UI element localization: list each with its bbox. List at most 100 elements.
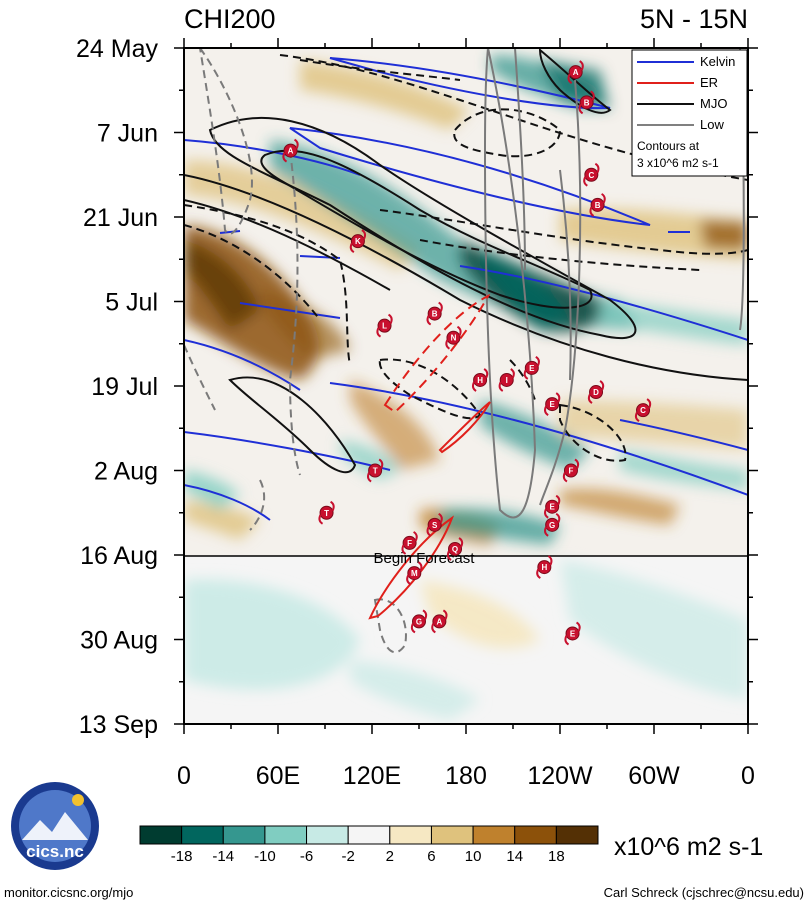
- x-tick-label: 120E: [343, 762, 401, 790]
- mjo-solid-contours: [184, 48, 748, 474]
- storm-swirl-icon: [498, 381, 504, 392]
- storm-swirl-icon: [535, 356, 540, 367]
- colorbar-tick-label: -6: [300, 848, 313, 865]
- storm-swirl-icon: [329, 500, 335, 512]
- forecast-green: [184, 579, 360, 690]
- colorbar-tick-label: -14: [212, 848, 234, 865]
- storm-icon: [537, 560, 552, 575]
- storm-swirl-icon: [575, 621, 581, 632]
- storm-swirl-icon: [634, 411, 640, 423]
- storm-swirl-icon: [483, 368, 489, 379]
- storm-swirl-icon: [438, 512, 443, 524]
- kelvin-contour: [329, 57, 611, 110]
- legend-label: Low: [700, 117, 724, 132]
- forecast-tan: [420, 580, 540, 649]
- storm-icon: [563, 463, 578, 478]
- logo-text: cics.nc: [26, 842, 84, 861]
- storm-swirl-icon: [471, 381, 477, 392]
- mjo-contour: [184, 199, 391, 291]
- storm-swirl-icon: [426, 315, 432, 326]
- colorbar-units: x10^6 m2 s-1: [614, 833, 763, 861]
- mjo-contour: [184, 204, 351, 366]
- cicsnc-logo: cics.nc: [11, 782, 99, 870]
- y-tick-label: 7 Jun: [97, 120, 158, 148]
- y-tick-label: 21 Jun: [83, 204, 158, 232]
- logo-inner: [19, 790, 91, 862]
- storm-marker: C: [634, 398, 652, 423]
- anomaly-green: [620, 450, 748, 490]
- anomaly-brown: [350, 380, 440, 470]
- colorbar-tick-label: 2: [386, 848, 394, 865]
- storm-label: C: [640, 406, 646, 415]
- storm-icon: [350, 234, 365, 249]
- kelvin-contour: [219, 230, 241, 234]
- storm-swirl-icon: [599, 380, 605, 391]
- colorbar-swatch: [555, 825, 599, 845]
- storm-swirl-icon: [417, 561, 423, 572]
- x-axis-labels: 0 60E 120E 180 120W 60W 0: [177, 762, 755, 790]
- storm-marker: H: [471, 368, 489, 392]
- storm-swirl-icon: [590, 90, 595, 101]
- legend-label: Kelvin: [700, 54, 735, 69]
- x-tick-label: 120W: [527, 762, 593, 790]
- y-tick-label: 24 May: [76, 35, 158, 63]
- anomaly-brown: [700, 220, 748, 250]
- storm-icon: [427, 306, 442, 321]
- kelvin-contour: [184, 484, 271, 521]
- colorbar-tick-label: 10: [465, 848, 482, 865]
- low-contour: [483, 48, 537, 519]
- storm-swirl-icon: [601, 193, 606, 204]
- colorbar-tick-label: 14: [506, 848, 523, 865]
- storm-label: F: [407, 539, 412, 548]
- anomaly-green: [440, 508, 560, 545]
- x-tick-label: 60E: [256, 762, 300, 790]
- storm-swirl-icon: [361, 229, 367, 240]
- storm-icon: [589, 385, 604, 400]
- colorbar-swatch: [306, 825, 349, 845]
- storm-label: E: [549, 400, 555, 409]
- kelvin-contour: [299, 255, 341, 259]
- kelvin-contour: [619, 419, 748, 451]
- y-axis-labels: 24 May 7 Jun 21 Jun 5 Jul 19 Jul 2 Aug 16 Aug 3…: [76, 35, 158, 739]
- forecast-green: [350, 660, 480, 720]
- storm-icon: [368, 463, 383, 478]
- storm-icon: [377, 318, 392, 333]
- colorbar-swatch: [181, 825, 224, 845]
- kelvin-contour: [184, 431, 391, 471]
- kelvin-contour: [184, 139, 361, 176]
- storm-label: B: [584, 98, 590, 107]
- anomaly-green: [270, 140, 640, 330]
- y-tick-label: 13 Sep: [79, 711, 158, 739]
- storm-swirl-icon: [410, 622, 416, 634]
- storm-marker: E: [523, 356, 540, 380]
- storm-marker: B: [589, 193, 606, 217]
- chart-title-right: 5N - 15N: [640, 4, 748, 34]
- storm-marker: K: [349, 229, 367, 254]
- mjo-contour: [299, 59, 461, 81]
- colorbar-tick-label: 6: [427, 848, 435, 865]
- storm-marker: M: [406, 561, 423, 585]
- storm-swirl-icon: [458, 537, 464, 548]
- low-contour: [249, 479, 266, 531]
- storm-swirl-icon: [646, 398, 652, 409]
- storm-swirl-icon: [349, 242, 355, 254]
- storm-marker: E: [544, 494, 561, 519]
- er-contours: [368, 293, 491, 724]
- storm-marker: E: [564, 621, 581, 646]
- low-contour: [559, 169, 572, 381]
- storm-swirl-icon: [594, 162, 600, 174]
- axis-ticks: [174, 38, 758, 734]
- storm-swirl-icon: [583, 176, 588, 187]
- low-contour: [514, 48, 526, 271]
- footer-left: monitor.cicsnc.org/mjo: [4, 885, 133, 900]
- storm-label: A: [288, 147, 294, 156]
- er-contour: [438, 401, 491, 454]
- storm-swirl-icon: [445, 339, 451, 350]
- storm-label: I: [506, 376, 508, 385]
- storm-swirl-icon: [536, 568, 541, 579]
- storm-label: S: [432, 521, 438, 530]
- kelvin-contour: [184, 339, 301, 391]
- x-tick-label: 60W: [628, 762, 680, 790]
- storm-label: E: [549, 503, 555, 512]
